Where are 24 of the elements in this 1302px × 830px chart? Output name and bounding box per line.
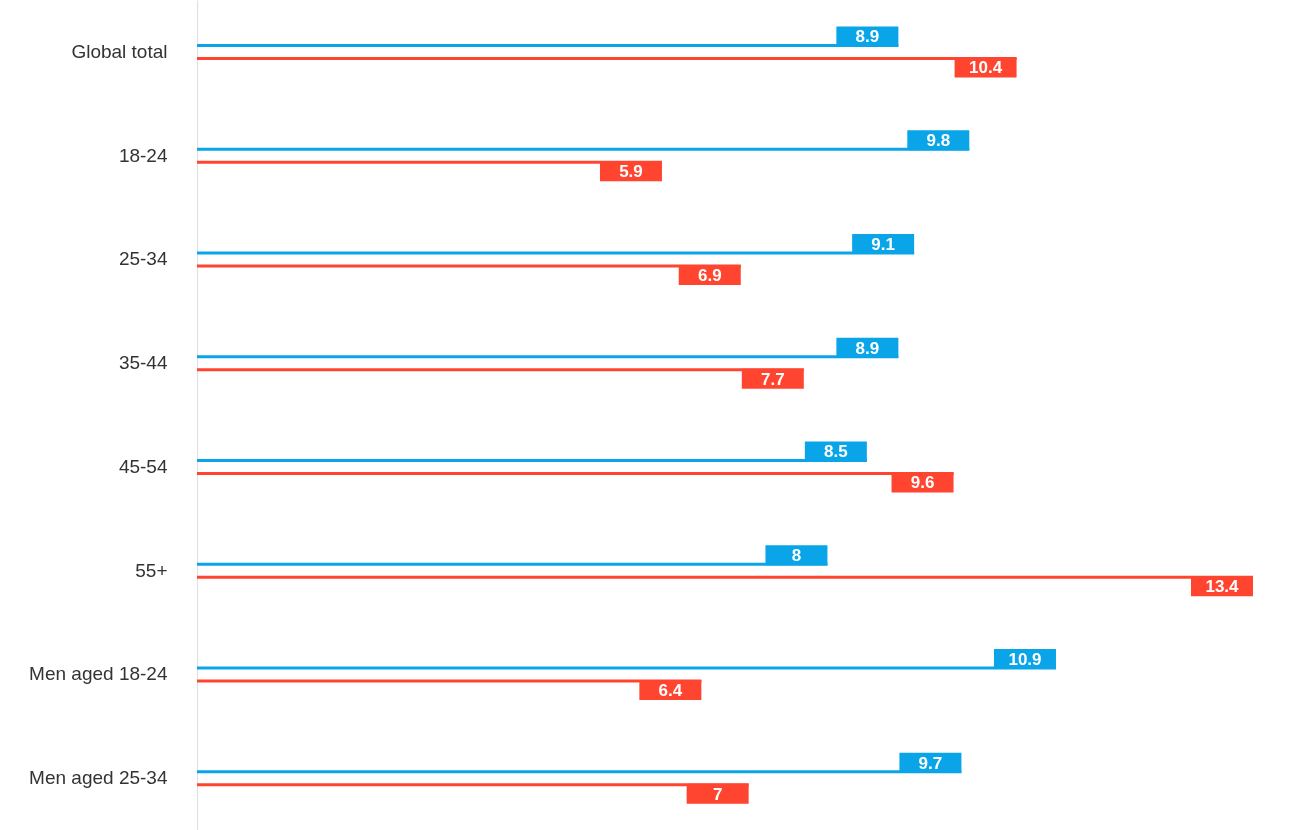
data-label: 5.9	[619, 162, 643, 182]
data-label: 8	[791, 546, 802, 566]
y-tick-label: Men aged 18-24	[29, 663, 168, 685]
data-label: 8.9	[855, 27, 880, 47]
data-label: 7	[712, 784, 723, 804]
y-tick-label: 25-34	[118, 248, 168, 270]
data-label: 9.8	[926, 131, 951, 151]
data-label: 9.6	[910, 473, 935, 493]
data-label: 6.4	[658, 680, 683, 700]
data-label: 8.9	[855, 338, 880, 358]
y-tick-label: 18-24	[118, 144, 168, 166]
y-tick-label: 35-44	[118, 352, 168, 374]
data-label: 7.7	[760, 369, 785, 389]
data-label: 6.9	[697, 265, 722, 285]
y-tick-label: 55+	[135, 559, 168, 581]
y-tick-label: Men aged 25-34	[29, 767, 168, 789]
data-label: 9.1	[871, 234, 895, 254]
data-label: 13.4	[1205, 577, 1240, 597]
data-label: 10.9	[1008, 649, 1042, 669]
data-label: 8.5	[824, 442, 848, 462]
y-tick-label: Global total	[71, 40, 168, 62]
y-tick-label: 45-54	[118, 455, 168, 477]
data-label: 10.4	[969, 58, 1003, 78]
data-label: 9.7	[918, 753, 943, 773]
